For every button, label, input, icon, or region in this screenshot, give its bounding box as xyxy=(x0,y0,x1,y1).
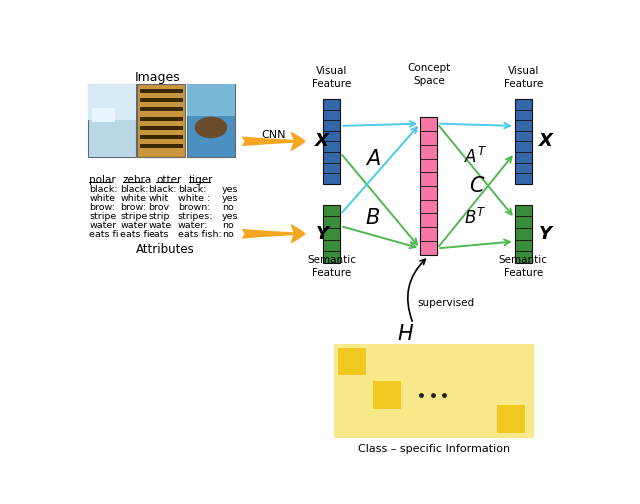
Text: stripe: stripe xyxy=(120,212,148,221)
Text: Semantic
Feature: Semantic Feature xyxy=(307,255,356,278)
Text: X: X xyxy=(315,133,329,150)
Text: Y: Y xyxy=(540,225,552,243)
Bar xyxy=(140,126,183,130)
Text: Attributes: Attributes xyxy=(136,243,195,257)
Bar xyxy=(187,84,235,116)
Text: yes: yes xyxy=(222,212,238,221)
Ellipse shape xyxy=(195,117,227,138)
Text: Y: Y xyxy=(316,225,329,243)
Bar xyxy=(88,84,136,120)
Text: black:: black: xyxy=(90,185,118,195)
Text: white :: white : xyxy=(178,194,210,203)
Text: water: water xyxy=(120,221,148,230)
Text: X: X xyxy=(539,133,553,150)
Text: brow:: brow: xyxy=(90,203,115,212)
Text: Concept
Space: Concept Space xyxy=(407,62,451,86)
Text: stripes:: stripes: xyxy=(178,212,213,221)
Bar xyxy=(140,107,183,111)
Bar xyxy=(140,89,183,93)
Bar xyxy=(323,205,340,263)
Text: $B^T$: $B^T$ xyxy=(464,208,486,228)
Text: stripe: stripe xyxy=(90,212,116,221)
Text: whit: whit xyxy=(148,194,168,203)
Text: brow:: brow: xyxy=(120,203,147,212)
Text: Visual
Feature: Visual Feature xyxy=(504,66,543,89)
Bar xyxy=(515,205,532,263)
Text: black:: black: xyxy=(120,185,149,195)
Text: no: no xyxy=(222,221,234,230)
Bar xyxy=(88,84,136,157)
Text: white: white xyxy=(120,194,147,203)
Text: Semantic
Feature: Semantic Feature xyxy=(499,255,548,278)
Bar xyxy=(420,117,437,255)
Bar xyxy=(497,405,525,433)
Text: yes: yes xyxy=(222,194,238,203)
Text: CNN: CNN xyxy=(262,130,286,140)
Bar xyxy=(323,99,340,183)
Text: tiger: tiger xyxy=(189,175,213,185)
Text: eats fish:: eats fish: xyxy=(178,230,221,238)
Text: Visual
Feature: Visual Feature xyxy=(312,66,351,89)
Text: A: A xyxy=(366,149,380,169)
Text: wate: wate xyxy=(148,221,172,230)
Text: brov: brov xyxy=(148,203,170,212)
Text: $H$: $H$ xyxy=(397,324,414,344)
Text: no: no xyxy=(222,230,234,238)
Text: brown:: brown: xyxy=(178,203,210,212)
Bar xyxy=(138,84,186,157)
Text: black:: black: xyxy=(178,185,206,195)
Text: polar: polar xyxy=(90,175,116,185)
Bar xyxy=(187,84,235,157)
Text: zebra: zebra xyxy=(123,175,152,185)
Text: eats fi: eats fi xyxy=(120,230,150,238)
Bar xyxy=(140,117,183,120)
Text: strip: strip xyxy=(148,212,170,221)
Bar xyxy=(140,135,183,139)
Text: otter: otter xyxy=(156,175,181,185)
Text: white: white xyxy=(90,194,115,203)
Text: Class – specific Information: Class – specific Information xyxy=(358,444,510,454)
Text: black:: black: xyxy=(148,185,177,195)
Text: B: B xyxy=(366,208,380,228)
Text: eats: eats xyxy=(148,230,169,238)
Text: water: water xyxy=(90,221,116,230)
Bar xyxy=(92,108,115,122)
Bar xyxy=(334,344,534,438)
Text: Images: Images xyxy=(134,71,180,84)
Bar xyxy=(373,381,401,409)
Text: yes: yes xyxy=(222,185,238,195)
Text: no: no xyxy=(222,203,234,212)
Bar xyxy=(140,145,183,148)
Text: C: C xyxy=(470,176,484,196)
Bar xyxy=(515,99,532,183)
Text: water:: water: xyxy=(178,221,208,230)
Bar xyxy=(140,98,183,102)
Text: $A^T$: $A^T$ xyxy=(463,147,487,167)
Bar xyxy=(338,348,366,375)
Text: eats fi: eats fi xyxy=(90,230,119,238)
Text: supervised: supervised xyxy=(418,298,475,308)
